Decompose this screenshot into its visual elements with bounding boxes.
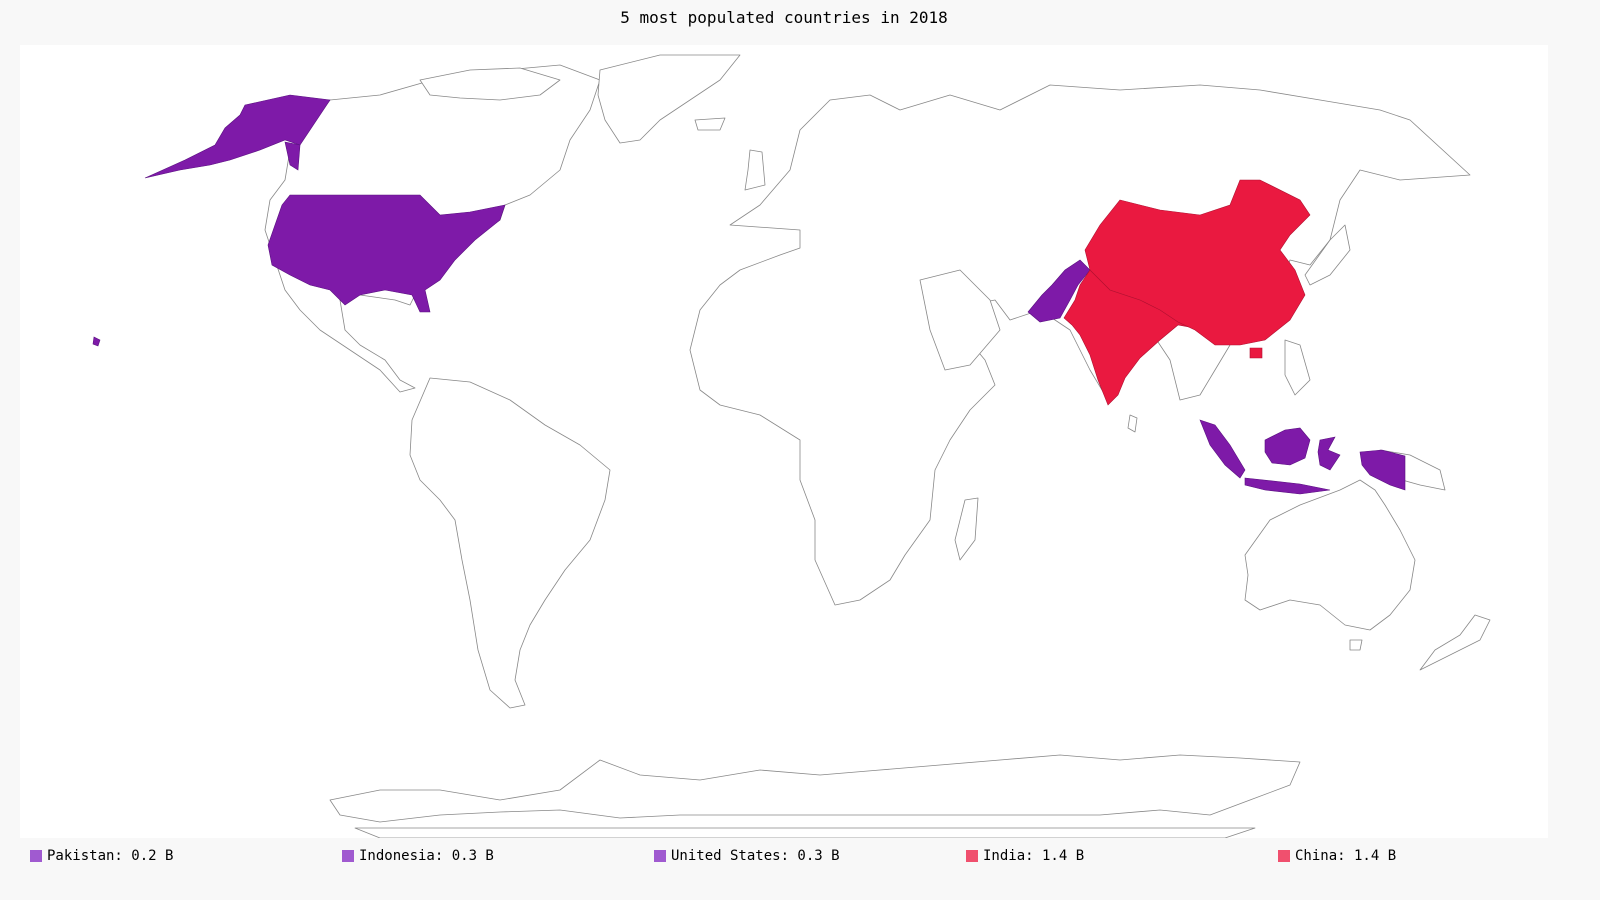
country-china[interactable]	[1084, 179, 1311, 346]
country-indonesia-java[interactable]	[1244, 477, 1331, 495]
country-united-states-panhandle[interactable]	[284, 141, 301, 171]
country-indonesia-papua[interactable]	[1359, 449, 1406, 491]
land-antarctica-shelf	[354, 827, 1256, 838]
map-title: 5 most populated countries in 2018	[620, 8, 948, 27]
country-united-states-alaska[interactable]	[144, 94, 331, 179]
legend-label-united-states: United States: 0.3 B	[671, 848, 840, 864]
land-philippines	[1284, 339, 1311, 396]
legend-item-indonesia[interactable]: Indonesia: 0.3 B	[342, 846, 494, 866]
country-united-states-hawaii[interactable]	[92, 336, 101, 347]
legend-label-india: India: 1.4 B	[983, 848, 1085, 864]
legend-item-pakistan[interactable]: Pakistan: 0.2 B	[30, 846, 173, 866]
land-antarctica	[329, 754, 1301, 823]
land-tasmania	[1349, 639, 1363, 651]
country-indonesia-kalimantan[interactable]	[1264, 427, 1311, 466]
legend-swatch-pakistan	[30, 850, 42, 862]
country-indonesia-sumatra[interactable]	[1199, 419, 1246, 479]
legend: Pakistan: 0.2 B Indonesia: 0.3 B United …	[30, 846, 1570, 866]
country-united-states[interactable]	[267, 194, 506, 313]
country-pakistan[interactable]	[1027, 259, 1091, 323]
land-uk	[744, 149, 766, 191]
legend-label-china: China: 1.4 B	[1295, 848, 1397, 864]
land-australia	[1244, 479, 1416, 631]
legend-swatch-china	[1278, 850, 1290, 862]
country-indonesia-sulawesi[interactable]	[1317, 436, 1341, 471]
land-japan	[1304, 224, 1351, 286]
legend-swatch-india	[966, 850, 978, 862]
legend-swatch-united-states	[654, 850, 666, 862]
legend-swatch-indonesia	[342, 850, 354, 862]
land-arctic-islands	[419, 67, 561, 101]
land-greenland	[597, 54, 741, 144]
land-arabia	[919, 269, 1001, 371]
legend-item-china[interactable]: China: 1.4 B	[1278, 846, 1396, 866]
land-iceland	[694, 117, 726, 131]
world-map	[20, 45, 1548, 838]
legend-label-indonesia: Indonesia: 0.3 B	[359, 848, 494, 864]
highlighted-countries	[92, 94, 1406, 495]
legend-item-india[interactable]: India: 1.4 B	[966, 846, 1084, 866]
land-madagascar	[954, 497, 979, 561]
world-map-svg	[92, 54, 1491, 838]
country-china-hainan[interactable]	[1249, 347, 1263, 359]
land-sri-lanka	[1127, 414, 1138, 433]
land-new-zealand	[1419, 614, 1491, 671]
land-south-america	[409, 377, 611, 709]
legend-label-pakistan: Pakistan: 0.2 B	[47, 848, 174, 864]
legend-item-united-states[interactable]: United States: 0.3 B	[654, 846, 840, 866]
